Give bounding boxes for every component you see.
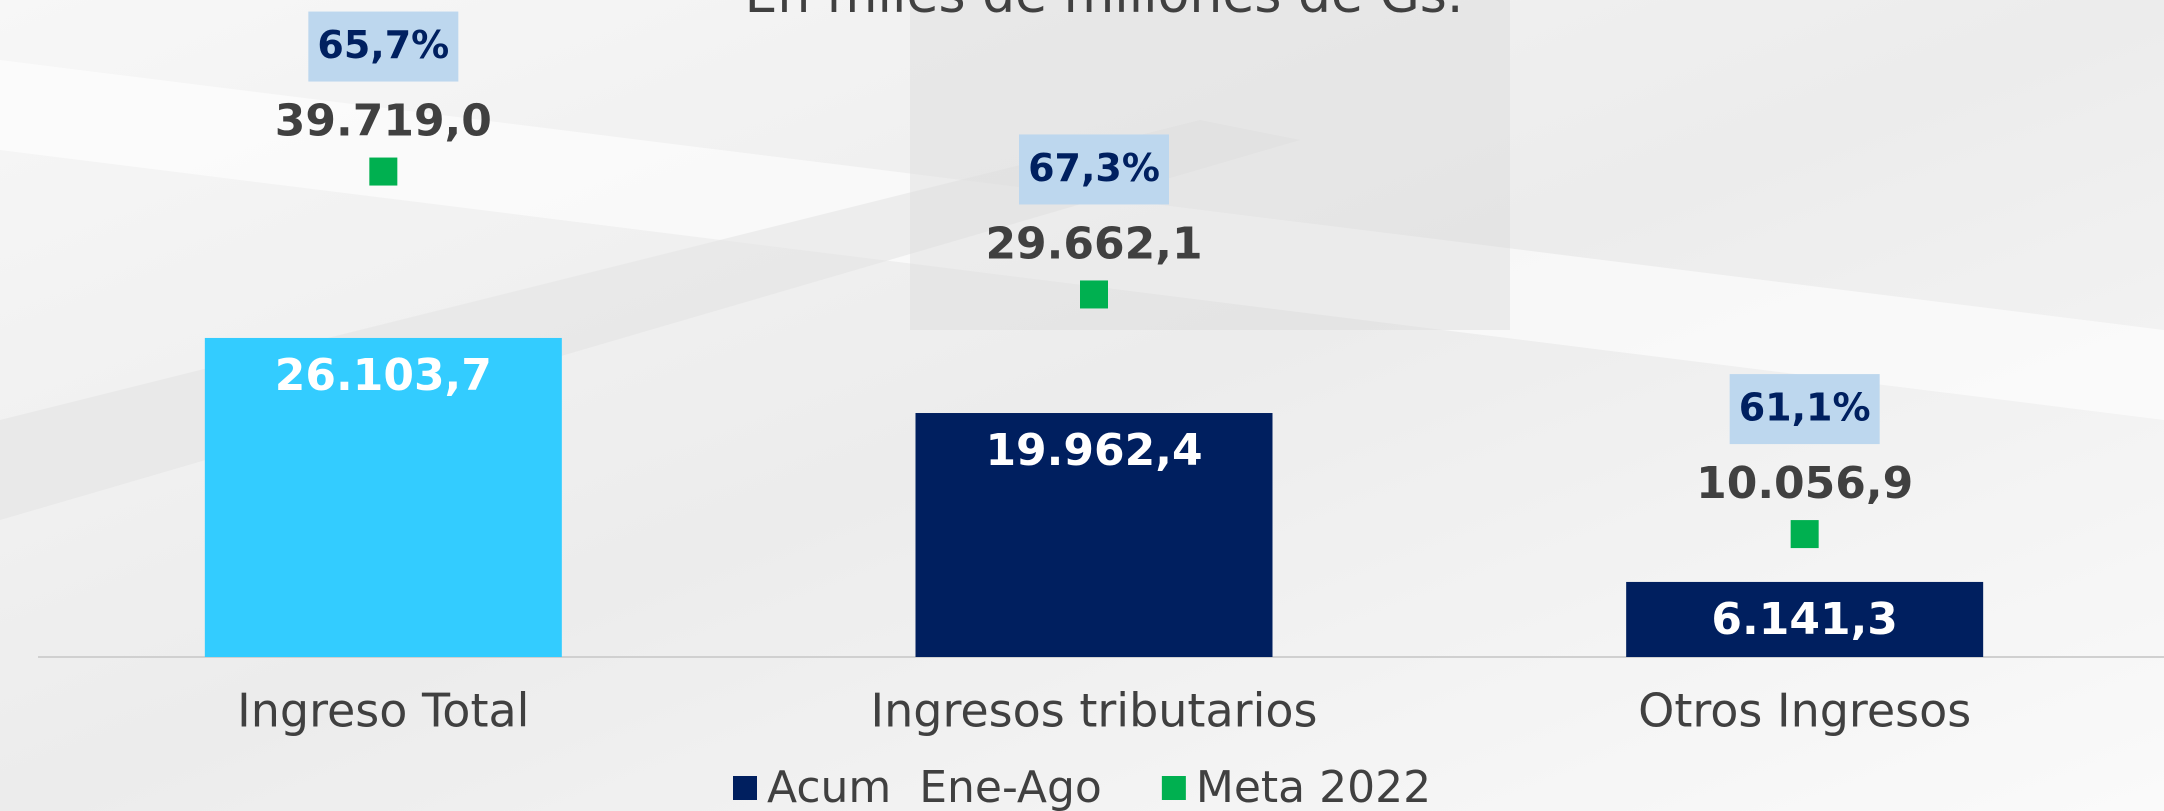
marker-value-label: 29.662,1	[985, 218, 1202, 269]
marker-value-label: 10.056,9	[1696, 458, 1913, 509]
chart: En miles de millones de Gs. Acum Ene-Ago…	[0, 0, 2164, 811]
annotation: 61,1%	[1739, 386, 1871, 430]
chart-subtitle: En miles de millones de Gs.	[745, 0, 1464, 25]
legend-swatch	[1162, 776, 1186, 800]
marker	[1080, 280, 1108, 308]
marker	[1791, 520, 1819, 548]
x-tick-label: Ingresos tributarios	[871, 684, 1318, 738]
annotation: 65,7%	[317, 23, 449, 67]
background-building	[910, 0, 1510, 330]
legend: Acum Ene-Ago Meta 2022	[733, 762, 1431, 811]
annotation: 67,3%	[1028, 146, 1160, 190]
bar-value-label: 26.103,7	[275, 350, 492, 401]
bar-value-label: 6.141,3	[1711, 594, 1898, 645]
marker-value-label: 39.719,0	[275, 96, 492, 147]
bar-value-label: 19.962,4	[985, 425, 1202, 476]
x-tick-label: Ingreso Total	[237, 684, 529, 738]
x-tick-label: Otros Ingresos	[1638, 684, 1971, 738]
marker	[369, 158, 397, 186]
legend-label: Acum Ene-Ago	[767, 762, 1102, 811]
legend-label: Meta 2022	[1196, 762, 1431, 811]
legend-swatch	[733, 776, 757, 800]
